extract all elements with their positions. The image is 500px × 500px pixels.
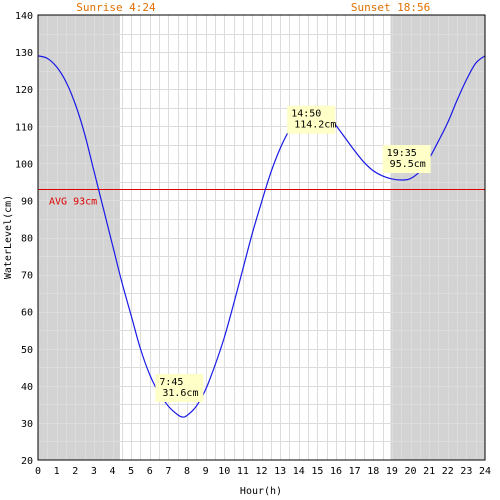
- night-before-sunrise: [38, 15, 120, 460]
- y-tick-label: 130: [15, 48, 33, 59]
- x-tick-label: 2: [72, 466, 78, 477]
- annotation-value: 31.6cm: [162, 388, 198, 399]
- x-tick-label: 10: [218, 466, 230, 477]
- x-axis-title: Hour(h): [240, 486, 282, 497]
- y-tick-label: 70: [21, 271, 33, 282]
- annotation-value: 95.5cm: [390, 159, 426, 170]
- x-tick-label: 20: [404, 466, 416, 477]
- x-tick-label: 21: [423, 466, 435, 477]
- annotation-box: [155, 373, 204, 402]
- y-axis-title: WaterLevel(cm): [3, 195, 14, 279]
- sunrise-label: Sunrise 4:24: [76, 1, 156, 14]
- y-tick-label: 90: [21, 196, 33, 207]
- x-tick-label: 5: [128, 466, 134, 477]
- annotation-time: 14:50: [291, 109, 321, 120]
- x-tick-label: 1: [54, 466, 60, 477]
- x-tick-label: 14: [293, 466, 305, 477]
- x-tick-label: 8: [184, 466, 190, 477]
- water-level-line: [37, 55, 486, 418]
- sunset-label: Sunset 18:56: [351, 1, 430, 14]
- x-tick-label: 22: [442, 466, 454, 477]
- night-after-sunset: [390, 15, 485, 460]
- annotation-value: 114.2cm: [294, 120, 336, 131]
- y-tick-label: 60: [21, 308, 33, 319]
- x-tick-label: 4: [109, 466, 115, 477]
- y-tick-label: 20: [21, 456, 33, 467]
- annotation-time: 7:45: [159, 377, 183, 388]
- x-tick-label: 19: [386, 466, 398, 477]
- x-tick-label: 13: [274, 466, 286, 477]
- series-group: [37, 55, 486, 418]
- annotation-box: [287, 105, 336, 134]
- y-tick-label: 120: [15, 85, 33, 96]
- average-line-group: AVG 93cm: [38, 189, 485, 208]
- x-tick-label: 12: [255, 466, 267, 477]
- annotation-box: [382, 145, 431, 174]
- x-tick-label: 0: [35, 466, 41, 477]
- y-tick-label: 110: [15, 122, 33, 133]
- x-tick-label: 9: [203, 466, 209, 477]
- y-tick-label: 80: [21, 234, 33, 245]
- x-tick-label: 7: [165, 466, 171, 477]
- y-tick-label: 40: [21, 382, 33, 393]
- x-tick-label: 17: [349, 466, 361, 477]
- tick-labels: 0 1 2 3 4 5 6 7 8 9 10 11 12 13 14 15 16 17 18 19 20 21 22 23 24…: [15, 11, 491, 477]
- x-tick-label: 15: [311, 466, 323, 477]
- y-tick-label: 140: [15, 11, 33, 22]
- x-tick-label: 11: [237, 466, 249, 477]
- y-tick-label: 100: [15, 159, 33, 170]
- x-tick-label: 18: [367, 466, 379, 477]
- y-tick-label: 30: [21, 419, 33, 430]
- x-tick-label: 3: [91, 466, 97, 477]
- x-tick-label: 24: [479, 466, 491, 477]
- annotation-time: 19:35: [387, 148, 417, 159]
- plot-frame: [37, 14, 486, 461]
- x-tick-label: 6: [147, 466, 153, 477]
- x-tick-label: 16: [330, 466, 342, 477]
- y-tick-label: 50: [21, 345, 33, 356]
- x-tick-label: 23: [460, 466, 472, 477]
- average-label: AVG 93cm: [49, 197, 97, 208]
